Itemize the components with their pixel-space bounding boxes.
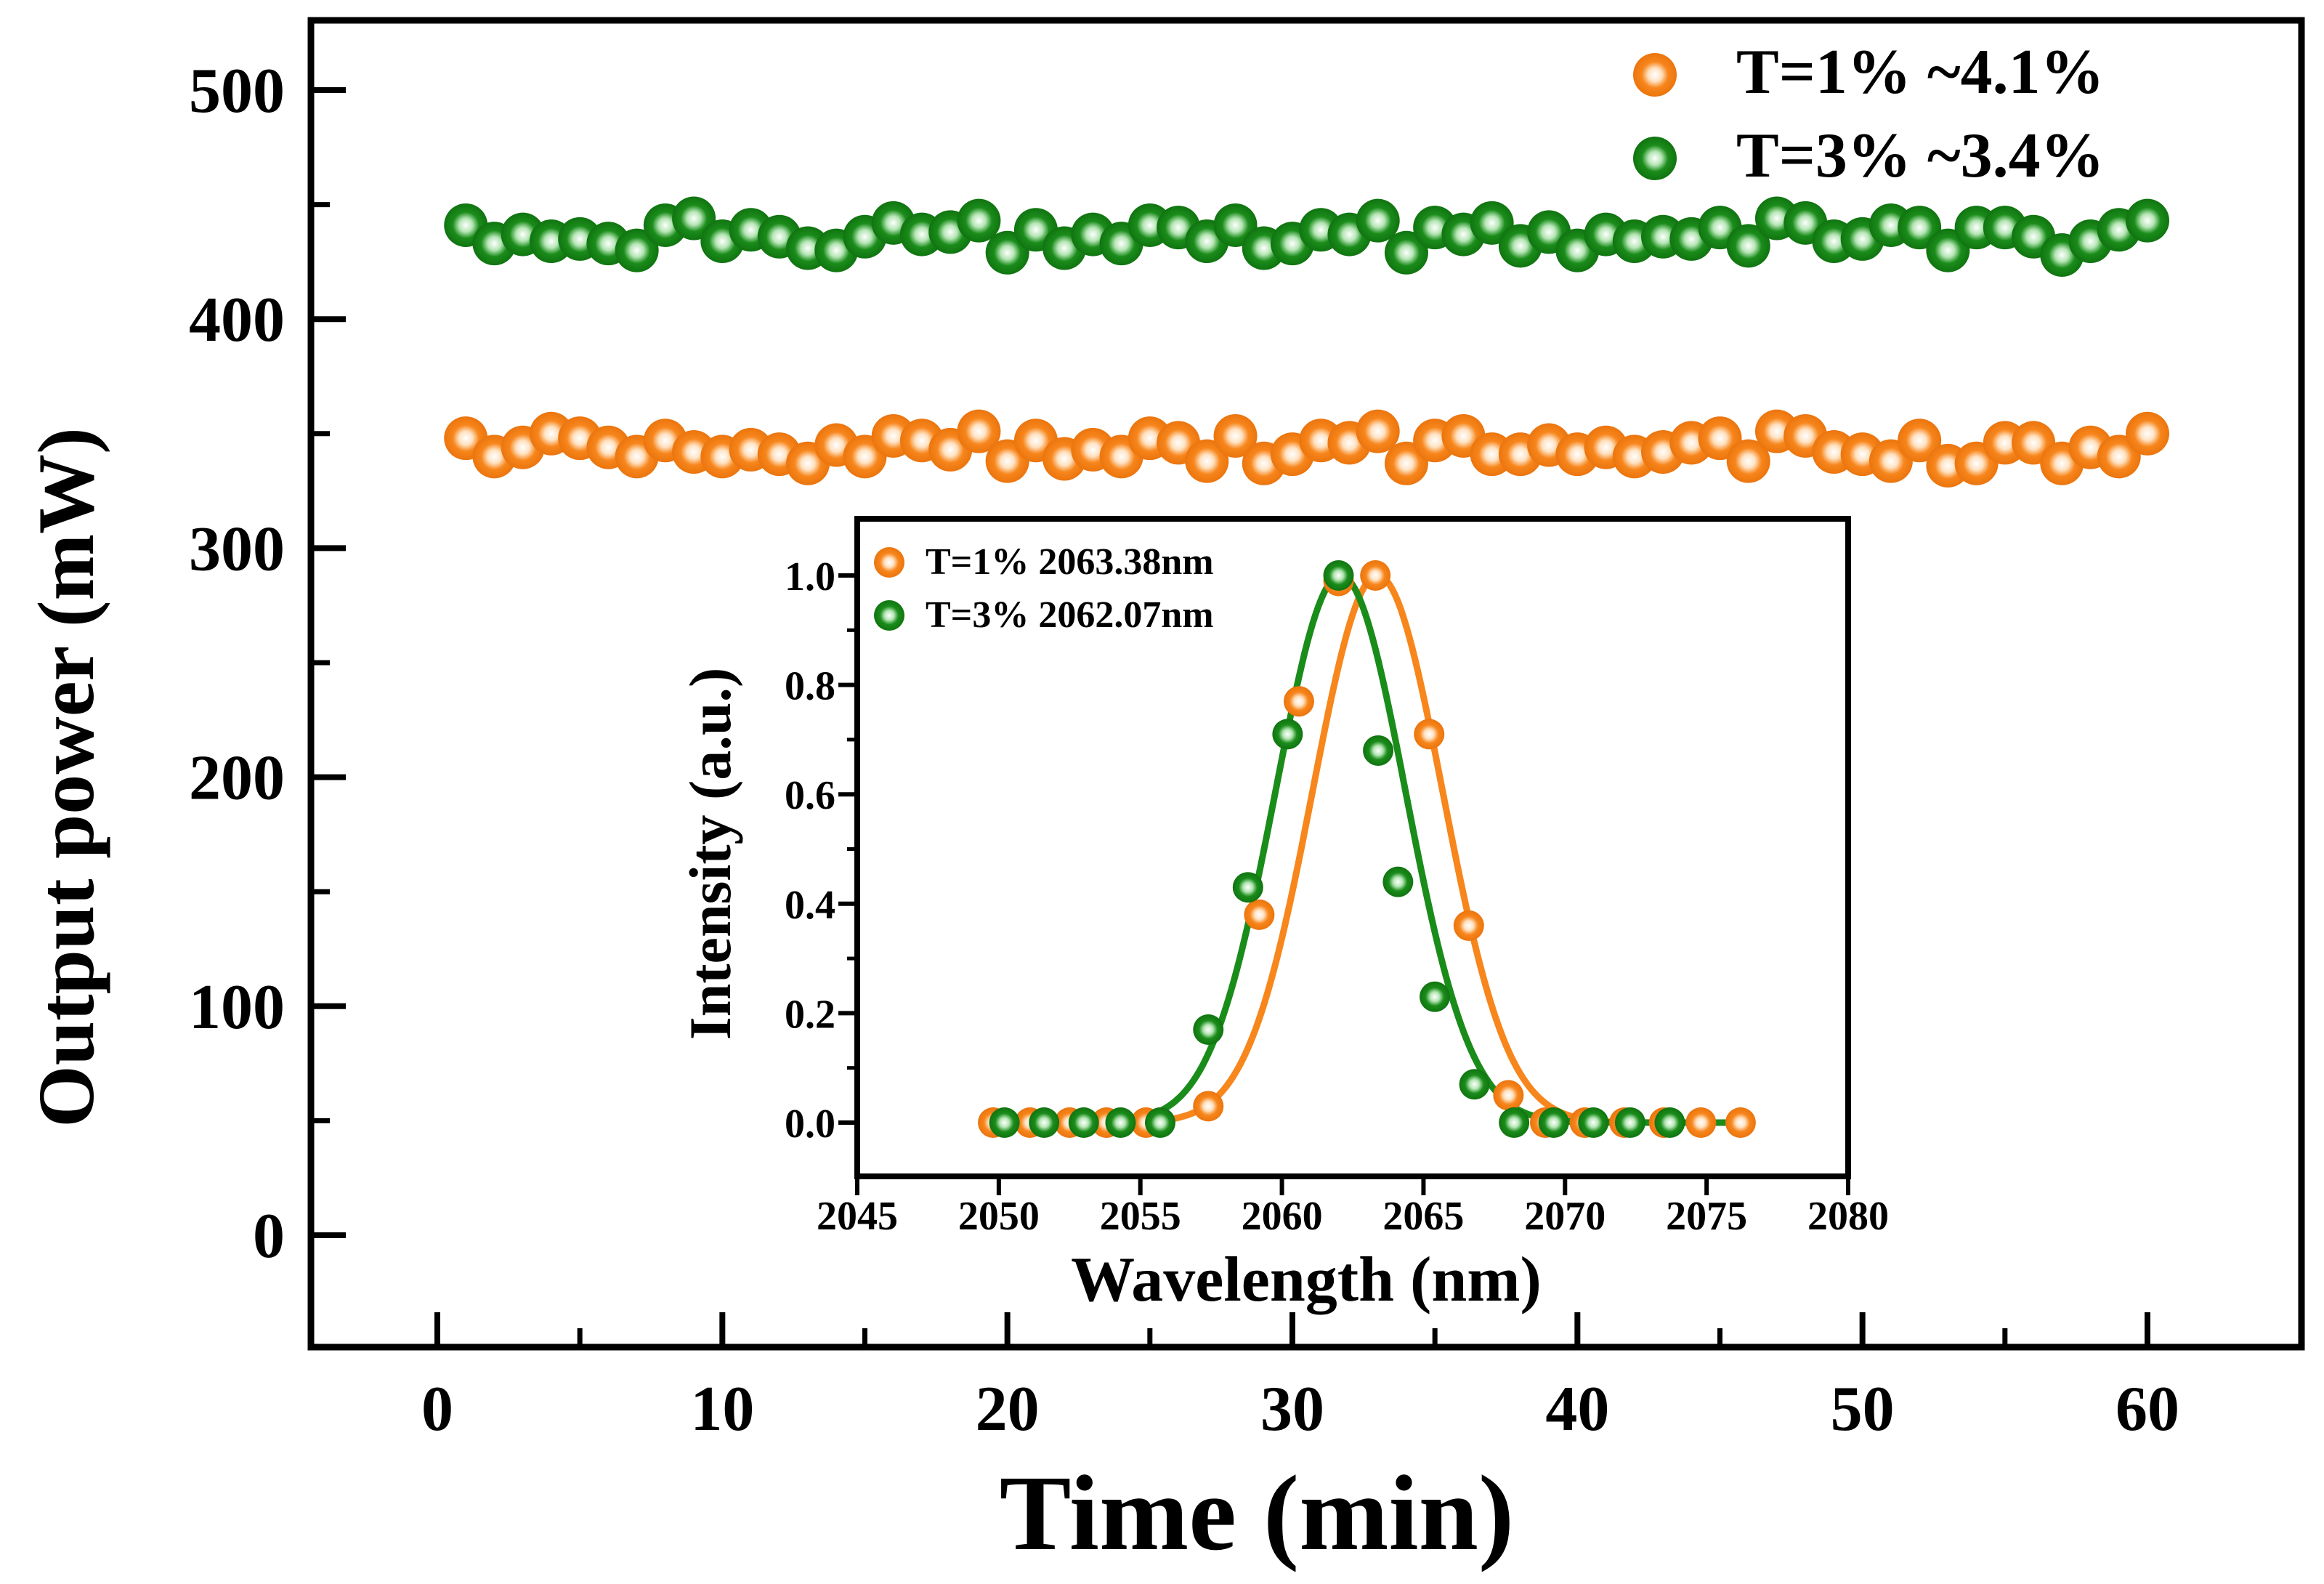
main-point-series-0 [1185, 439, 1229, 483]
main-x-tick-label: 20 [976, 1374, 1040, 1444]
main-x-tick-label: 30 [1260, 1374, 1324, 1444]
main-x-tick-label: 50 [1831, 1374, 1895, 1444]
inset-point-series-1 [1538, 1107, 1569, 1138]
inset-point-series-0 [1360, 560, 1391, 591]
inset-legend-label-t1: T=1% 2063.38nm [926, 541, 1214, 583]
main-plot-frame [307, 17, 2305, 1351]
inset-y-tick-label: 1.0 [785, 554, 835, 599]
inset-point-series-1 [1363, 735, 1394, 766]
inset-x-tick-label: 2055 [1100, 1194, 1181, 1239]
inset-point-series-1 [1029, 1107, 1060, 1138]
inset-x-tick-label: 2060 [1242, 1194, 1323, 1239]
main-point-series-1 [957, 198, 1001, 243]
main-point-series-1 [2126, 198, 2169, 243]
main-point-series-0 [1726, 439, 1770, 483]
legend-label-t1: T=1% ~4.1% [1736, 37, 2105, 108]
main-legend: T=1% ~4.1% T=3% ~3.4% [1633, 37, 2105, 191]
main-x-tick-label: 0 [421, 1374, 453, 1444]
inset-point-series-1 [1144, 1107, 1175, 1138]
main-point-series-1 [1384, 230, 1428, 275]
inset-legend-label-t3: T=3% 2062.07nm [926, 594, 1214, 636]
inset-plot-background [857, 519, 1848, 1176]
inset-y-tick-label: 0.6 [785, 773, 835, 818]
inset-x-tick-label: 2075 [1666, 1194, 1747, 1239]
inset-y-tick-label: 0.4 [785, 883, 835, 928]
inset-x-tick-label: 2050 [958, 1194, 1040, 1239]
inset-point-series-1 [1614, 1107, 1645, 1138]
main-x-axis-label: Time (min) [1000, 1454, 1514, 1573]
legend-marker-t3 [1633, 137, 1677, 180]
legend-marker-t1 [1633, 53, 1677, 97]
inset-point-series-0 [1193, 1091, 1224, 1122]
main-y-tick-label: 0 [253, 1201, 285, 1272]
inset-x-tick-label: 2065 [1382, 1194, 1464, 1239]
inset-point-series-1 [1420, 981, 1451, 1012]
inset-x-tick-label: 2070 [1524, 1194, 1606, 1239]
inset-point-series-0 [1493, 1080, 1524, 1111]
legend-label-t3: T=3% ~3.4% [1736, 121, 2105, 191]
main-x-tick-label: 60 [2116, 1374, 2179, 1444]
inset-point-series-1 [989, 1107, 1020, 1138]
main-y-tick-label: 300 [189, 514, 285, 584]
inset-y-tick-label: 0.2 [785, 992, 835, 1037]
main-point-series-1 [1356, 198, 1400, 243]
main-point-series-1 [615, 228, 659, 272]
main-point-series-0 [1356, 409, 1400, 453]
inset-point-series-0 [1414, 719, 1445, 750]
main-y-axis-label: Output power (mW) [22, 427, 110, 1128]
inset-legend-marker-t1 [874, 547, 904, 578]
main-point-series-0 [957, 409, 1001, 453]
main-y-tick-label: 500 [189, 56, 285, 126]
inset-x-tick-label: 2080 [1807, 1194, 1889, 1239]
main-y-tick-label: 400 [189, 285, 285, 355]
inset-point-series-0 [1453, 910, 1484, 941]
inset-y-tick-label: 0.0 [785, 1102, 835, 1147]
inset-x-tick-label: 2045 [817, 1194, 898, 1239]
inset-y-axis-label: Intensity (a.u.) [677, 668, 743, 1040]
inset-point-series-1 [1105, 1107, 1136, 1138]
inset-point-series-0 [1283, 686, 1314, 717]
inset-point-series-1 [1068, 1107, 1099, 1138]
inset-point-series-1 [1499, 1107, 1530, 1138]
inset-point-series-0 [1244, 899, 1275, 930]
inset-point-series-1 [1272, 719, 1303, 750]
main-x-tick-label: 40 [1545, 1374, 1609, 1444]
inset-data-marks [978, 560, 1756, 1138]
main-x-tick-label: 10 [690, 1374, 754, 1444]
inset-legend-marker-t3 [874, 600, 904, 631]
inset-legend: T=1% 2063.38nm T=3% 2062.07nm [874, 541, 1214, 636]
inset-point-series-1 [1578, 1107, 1609, 1138]
inset-point-series-1 [1459, 1069, 1490, 1100]
main-point-series-0 [2126, 411, 2169, 456]
main-point-series-1 [1726, 224, 1770, 268]
inset-point-series-0 [1725, 1107, 1756, 1138]
main-chart: 0 100 200 300 400 500 0 10 20 30 40 50 60 Time (min)… [22, 17, 2305, 1573]
main-point-series-0 [1213, 413, 1258, 458]
main-axis-ticks: 0 100 200 300 400 500 0 10 20 30 40 50 60 [189, 56, 2179, 1444]
inset-axis-ticks: 0.0 0.2 0.4 0.6 0.8 1.0 2045 2050 2055 2060 2065 20… [785, 554, 1889, 1239]
main-point-series-0 [1898, 419, 1942, 463]
main-y-tick-label: 200 [189, 743, 285, 814]
inset-chart: 0.0 0.2 0.4 0.6 0.8 1.0 2045 2050 2055 2060 2065 20… [677, 516, 1889, 1315]
main-data-marks [444, 196, 2169, 488]
inset-point-series-1 [1654, 1107, 1685, 1138]
inset-point-series-1 [1382, 866, 1414, 897]
inset-x-axis-label: Wavelength (nm) [1071, 1245, 1542, 1315]
main-y-tick-label: 100 [189, 972, 285, 1043]
inset-point-series-1 [1193, 1014, 1224, 1045]
inset-point-series-1 [1232, 872, 1263, 903]
inset-y-tick-label: 0.8 [785, 664, 835, 709]
inset-point-series-0 [1685, 1107, 1717, 1138]
inset-point-series-1 [1323, 560, 1354, 591]
